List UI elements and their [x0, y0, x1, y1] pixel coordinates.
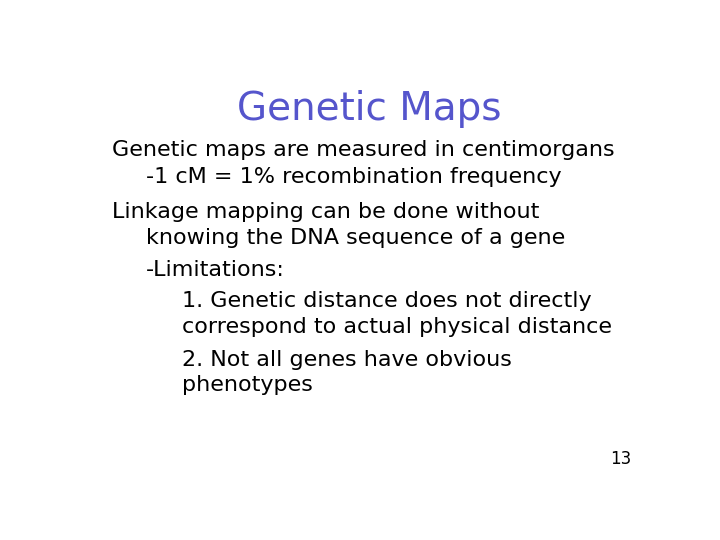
Text: Genetic maps are measured in centimorgans: Genetic maps are measured in centimorgan… — [112, 140, 615, 160]
Text: phenotypes: phenotypes — [182, 375, 313, 395]
Text: correspond to actual physical distance: correspond to actual physical distance — [182, 317, 612, 337]
Text: 13: 13 — [610, 450, 631, 468]
Text: 1. Genetic distance does not directly: 1. Genetic distance does not directly — [182, 292, 592, 312]
Text: -1 cM = 1% recombination frequency: -1 cM = 1% recombination frequency — [145, 167, 562, 187]
Text: knowing the DNA sequence of a gene: knowing the DNA sequence of a gene — [145, 228, 565, 248]
Text: Linkage mapping can be done without: Linkage mapping can be done without — [112, 202, 540, 222]
Text: Genetic Maps: Genetic Maps — [237, 90, 501, 128]
Text: 2. Not all genes have obvious: 2. Not all genes have obvious — [182, 349, 512, 369]
Text: -Limitations:: -Limitations: — [145, 260, 284, 280]
